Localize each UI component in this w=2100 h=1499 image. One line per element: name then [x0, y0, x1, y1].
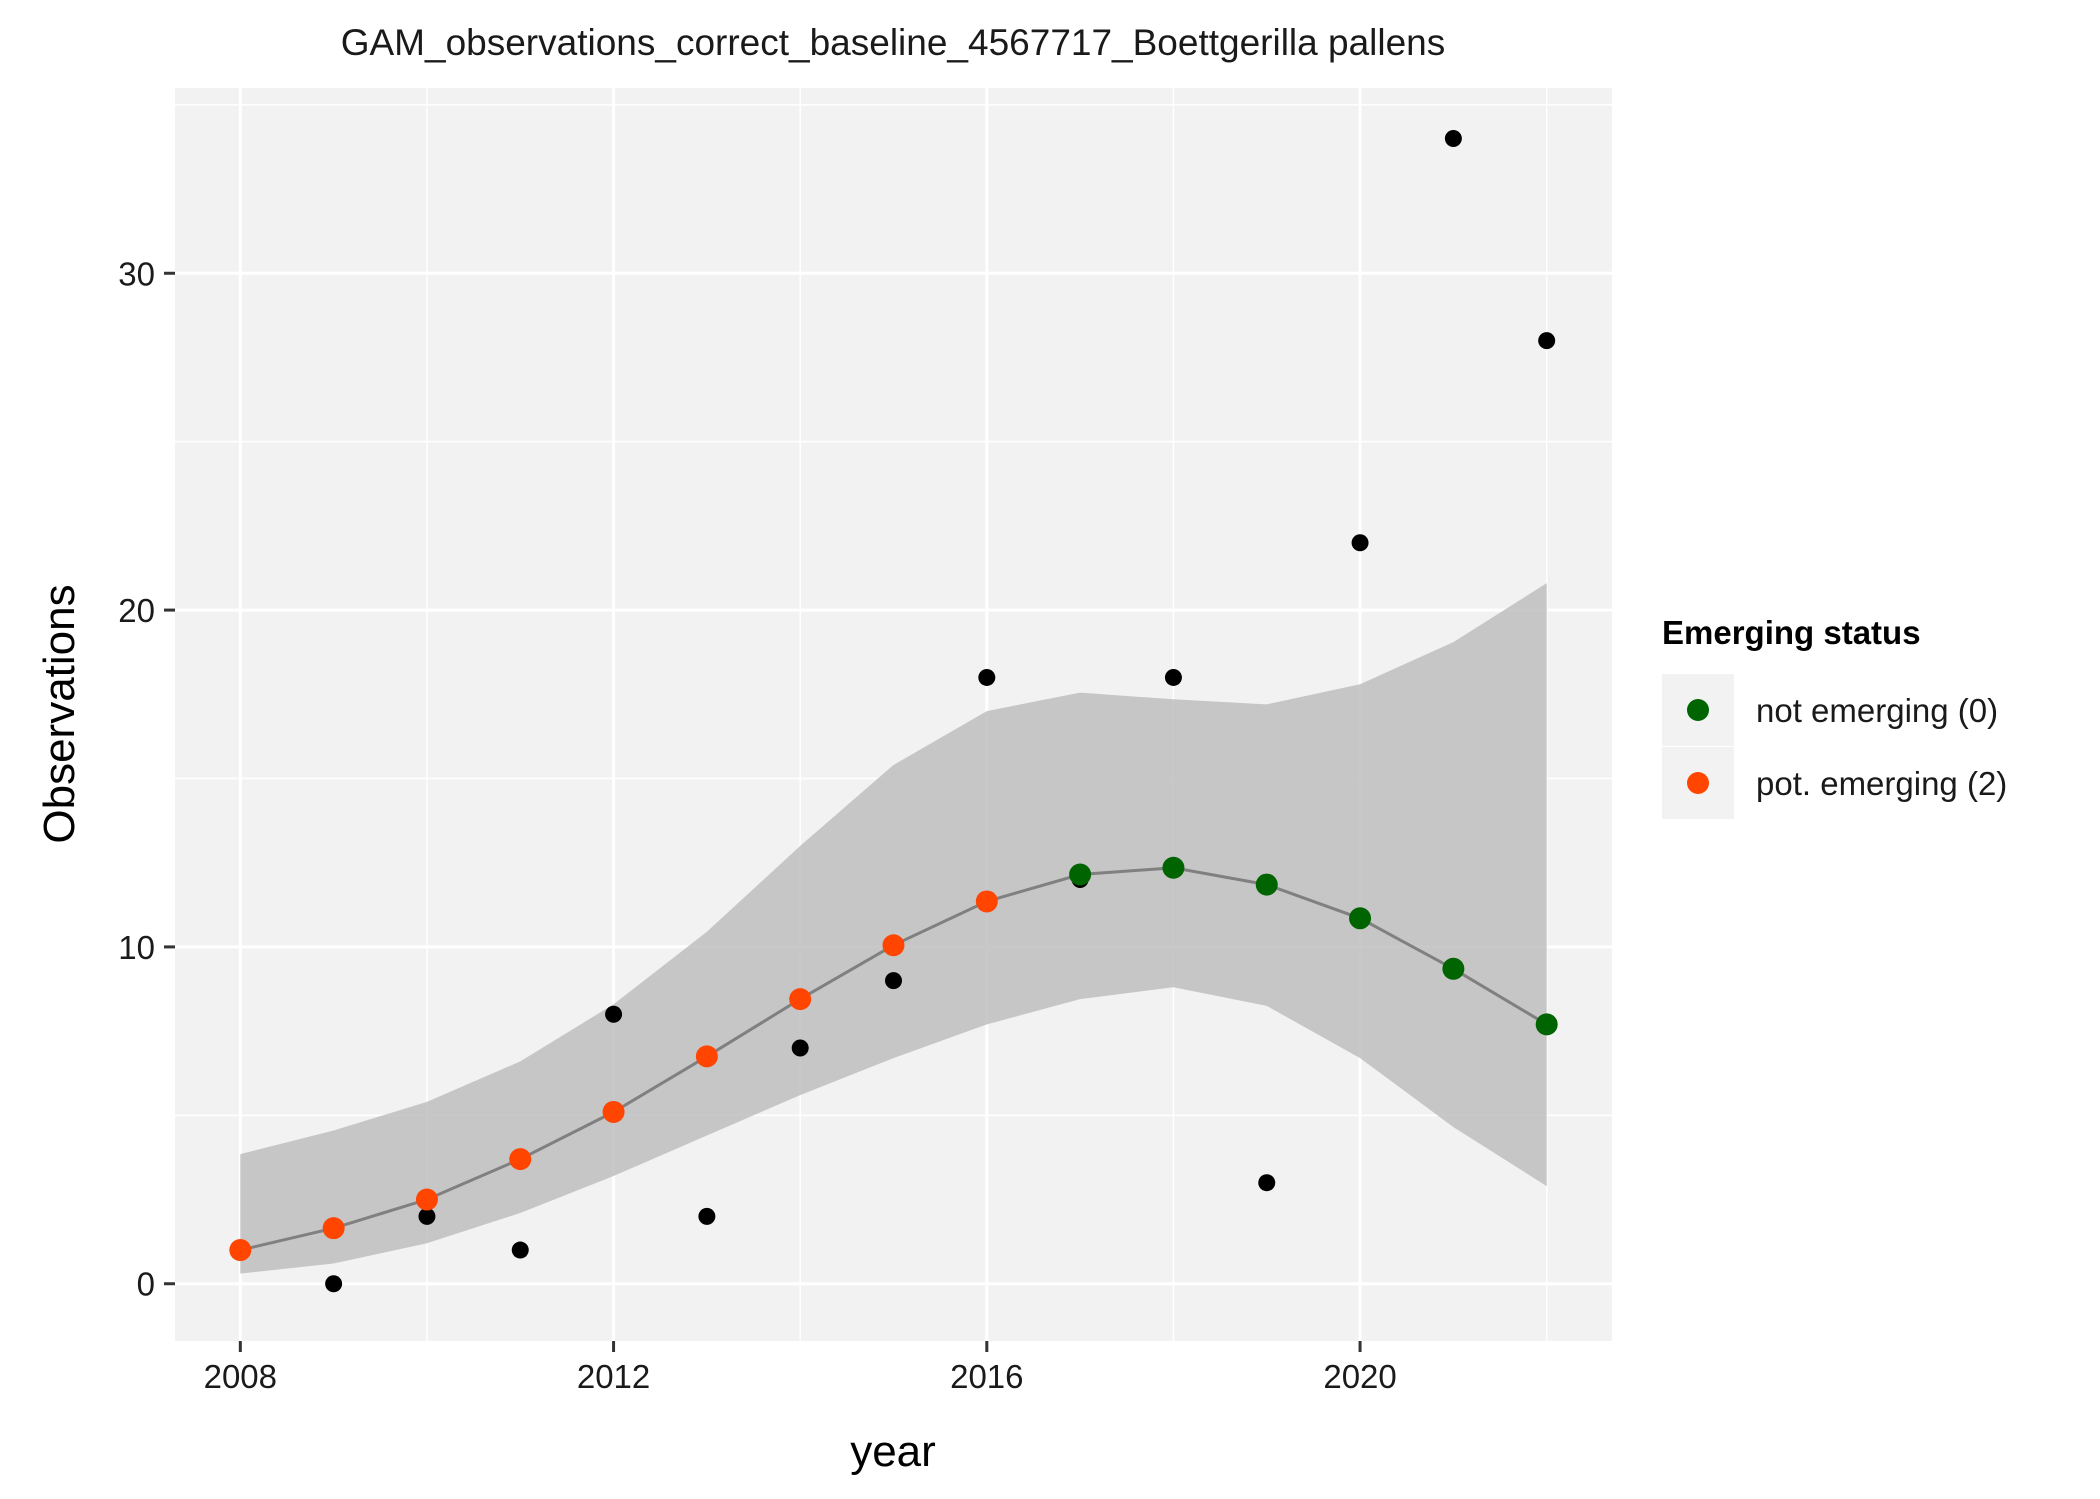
confidence-ribbon: [240, 583, 1547, 1274]
fitted-point-2022: [1535, 1013, 1558, 1036]
fitted-point-2011: [509, 1148, 532, 1171]
fitted-point-2015: [882, 934, 905, 957]
fitted-point-2010: [415, 1188, 438, 1211]
x-tick-label-0: 2008: [204, 1358, 277, 1395]
y-axis-title: Observations: [35, 584, 84, 843]
fitted-point-2012: [602, 1100, 625, 1123]
fitted-point-2009: [322, 1217, 345, 1240]
observed-point-2021: [1444, 130, 1462, 148]
observed-point-2010: [418, 1207, 436, 1225]
observed-point-2011: [511, 1241, 529, 1259]
observed-point-2018: [1164, 668, 1182, 686]
legend-key-1: [1687, 772, 1709, 794]
observed-point-2016: [978, 668, 996, 686]
legend-key-0: [1687, 699, 1709, 721]
observed-point-2009: [325, 1275, 343, 1293]
legend: Emerging status not emerging (0) pot. eme…: [1662, 614, 2007, 819]
observed-point-2019: [1258, 1174, 1276, 1192]
fitted-point-2021: [1442, 957, 1465, 980]
observed-point-2012: [605, 1005, 623, 1023]
legend-title: Emerging status: [1662, 614, 1921, 651]
fitted-point-2008: [229, 1239, 252, 1262]
fitted-point-2019: [1255, 873, 1278, 896]
fitted-point-2017: [1069, 863, 1092, 886]
observed-point-2022: [1538, 332, 1556, 350]
x-tick-label-1: 2012: [577, 1358, 650, 1395]
fitted-point-2013: [695, 1045, 718, 1068]
fitted-points: [229, 856, 1558, 1262]
legend-label-0: not emerging (0): [1756, 692, 1998, 729]
fitted-point-2018: [1162, 856, 1185, 879]
fitted-point-2016: [975, 890, 998, 913]
y-tick-label-2: 20: [118, 592, 155, 629]
observed-point-2015: [885, 972, 902, 990]
fitted-point-2020: [1349, 907, 1372, 930]
chart-title: GAM_observations_correct_baseline_456771…: [341, 22, 1446, 63]
legend-entries: not emerging (0) pot. emerging (2): [1662, 674, 2007, 819]
y-tick-label-0: 0: [137, 1266, 155, 1303]
x-tick-label-3: 2020: [1323, 1358, 1396, 1395]
y-axis: 0 10 20 30: [118, 255, 175, 1303]
x-axis-title: year: [850, 1427, 936, 1476]
x-axis: 2008 2012 2016 2020: [204, 1341, 1397, 1395]
observed-point-2014: [791, 1039, 809, 1057]
x-tick-label-2: 2016: [950, 1358, 1023, 1395]
y-tick-label-3: 30: [118, 255, 155, 292]
y-tick-label-1: 10: [118, 929, 155, 966]
observed-point-2020: [1351, 534, 1369, 552]
observed-point-2013: [698, 1207, 716, 1225]
legend-label-1: pot. emerging (2): [1756, 765, 2007, 802]
fitted-point-2014: [789, 988, 812, 1011]
